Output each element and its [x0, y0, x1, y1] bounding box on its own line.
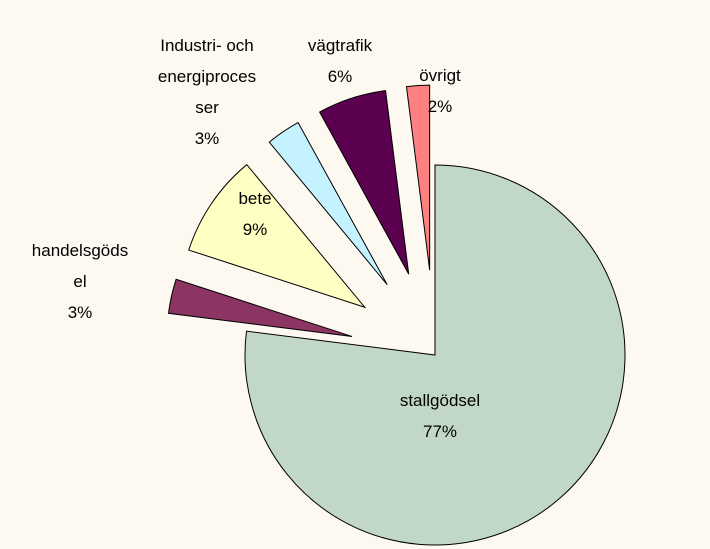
slice-name: stallgödsel — [399, 391, 481, 410]
slice-value: 77% — [422, 422, 458, 441]
slice-label: övrigt 2% — [389, 60, 491, 122]
slice-label: Industri- och energiprocesser 3% — [156, 30, 258, 154]
slice-name: bete — [238, 189, 272, 208]
pie-slice — [244, 164, 626, 546]
pie-slice — [318, 90, 410, 275]
slice-value: 9% — [242, 220, 268, 239]
slice-name: vägtrafik — [307, 36, 373, 55]
slice-label: vägtrafik 6% — [289, 30, 391, 92]
slice-value: 3% — [67, 303, 93, 322]
slice-value: 2% — [427, 97, 453, 116]
pie-slice — [268, 121, 388, 286]
pie-slice — [188, 163, 367, 309]
slice-name: Industri- och energiprocesser — [157, 36, 257, 117]
slice-name: övrigt — [419, 66, 461, 85]
slice-value: 3% — [194, 129, 220, 148]
slice-label: handelsgödsel 3% — [29, 235, 131, 328]
slice-label: bete 9% — [204, 183, 306, 245]
slice-name: handelsgödsel — [31, 241, 129, 291]
slice-value: 6% — [327, 67, 353, 86]
slice-label: stallgödsel 77% — [389, 385, 491, 447]
pie-slice — [405, 84, 431, 271]
pie-slice — [167, 278, 353, 337]
